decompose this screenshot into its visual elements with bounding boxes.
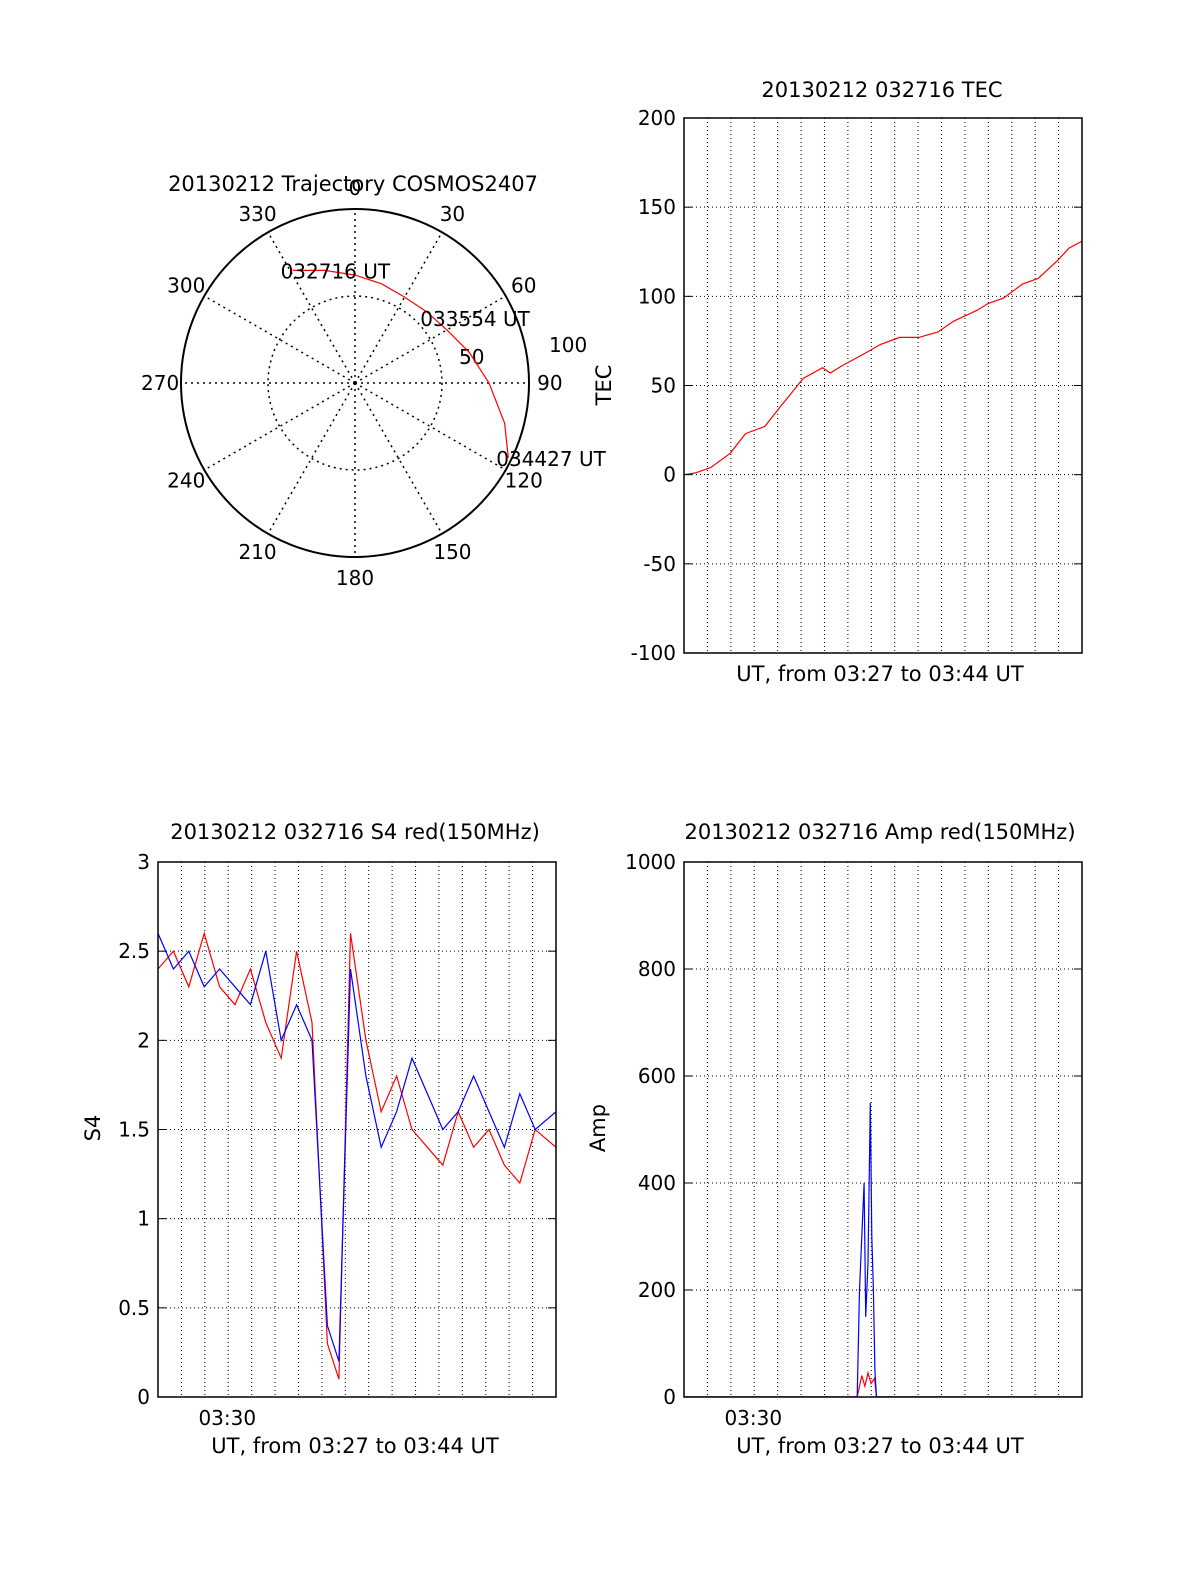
amp-ylabel: Amp bbox=[586, 1104, 610, 1152]
polar-spoke bbox=[267, 231, 356, 384]
amp-plot-area: 0 200 400 600 800 1000 03:30 bbox=[625, 850, 1083, 1430]
y-tick-label: 0 bbox=[137, 1385, 150, 1409]
amp-xlabel: UT, from 03:27 to 03:44 UT bbox=[736, 1434, 1024, 1458]
polar-angle-label: 60 bbox=[511, 274, 536, 298]
tec-plot-area: -100 -50 0 50 100 150 200 bbox=[631, 106, 1083, 665]
polar-angle-label: 210 bbox=[238, 540, 276, 564]
s4-xlabel: UT, from 03:27 to 03:44 UT bbox=[211, 1434, 499, 1458]
y-tick-label: 800 bbox=[638, 957, 676, 981]
series-line-0 bbox=[684, 1370, 1082, 1397]
series-line-0 bbox=[158, 931, 556, 1380]
polar-angle-label: 90 bbox=[537, 371, 562, 395]
s4-title: 20130212 032716 S4 red(150MHz) bbox=[170, 820, 540, 844]
polar-spoke bbox=[354, 382, 443, 535]
trajectory-time-label: 033554 UT bbox=[420, 307, 530, 331]
plot-frame bbox=[683, 117, 1083, 654]
y-tick-label: 50 bbox=[651, 374, 676, 398]
polar-angle-label: 330 bbox=[238, 202, 276, 226]
y-tick-label: 200 bbox=[638, 106, 676, 130]
amp-title: 20130212 032716 Amp red(150MHz) bbox=[684, 820, 1075, 844]
series-line-1 bbox=[684, 1102, 1082, 1397]
y-tick-label: 2 bbox=[137, 1028, 150, 1052]
polar-angle-label: 270 bbox=[141, 371, 179, 395]
polar-angle-label: 300 bbox=[167, 274, 205, 298]
y-tick-label: 150 bbox=[638, 195, 676, 219]
polar-series bbox=[292, 269, 509, 458]
polar-spoke bbox=[203, 382, 356, 471]
polar-spoke bbox=[354, 231, 443, 384]
amp-panel: 20130212 032716 Amp red(150MHz) UT, from… bbox=[586, 820, 1083, 1458]
polar-title: 20130212 Trajectory COSMOS2407 bbox=[168, 172, 538, 196]
y-tick-label: 0.5 bbox=[118, 1296, 150, 1320]
y-tick-label: -100 bbox=[631, 641, 676, 665]
polar-spoke bbox=[354, 382, 507, 471]
polar-angle-label: 120 bbox=[505, 468, 543, 492]
polar-angle-label: 150 bbox=[433, 540, 471, 564]
polar-annotations: 032716 UT 033554 UT 034427 UT bbox=[281, 259, 607, 470]
tec-title: 20130212 032716 TEC bbox=[761, 78, 1002, 102]
y-tick-label: 2.5 bbox=[118, 939, 150, 963]
tec-panel: 20130212 032716 TEC UT, from 03:27 to 03… bbox=[592, 78, 1083, 686]
polar-angle-label: 0 bbox=[349, 176, 362, 200]
polar-spoke bbox=[267, 382, 356, 535]
series-line-1 bbox=[158, 933, 556, 1362]
y-tick-label: 400 bbox=[638, 1171, 676, 1195]
series-group bbox=[158, 931, 556, 1380]
y-tick-label: 3 bbox=[137, 850, 150, 874]
y-tick-label: 200 bbox=[638, 1278, 676, 1302]
trajectory-polar-panel: 20130212 Trajectory COSMOS2407 0 30 60 90 12… bbox=[141, 172, 607, 590]
polar-grid bbox=[180, 208, 530, 558]
y-tick-label: 100 bbox=[638, 284, 676, 308]
polar-inner-circle bbox=[267, 295, 443, 471]
polar-radial-label: 100 bbox=[549, 333, 587, 357]
polar-angle-label: 240 bbox=[167, 468, 205, 492]
y-tick-label: -50 bbox=[643, 552, 676, 576]
y-tick-label: 1 bbox=[137, 1207, 150, 1231]
polar-outer-circle bbox=[180, 208, 530, 558]
s4-plot-area: 0 0.5 1 1.5 2 2.5 3 03:30 bbox=[118, 850, 557, 1430]
polar-angle-label: 30 bbox=[440, 202, 465, 226]
x-tick-label: 03:30 bbox=[724, 1406, 782, 1430]
polar-angle-label: 180 bbox=[336, 566, 374, 590]
series-group bbox=[684, 240, 1082, 476]
series-line-0 bbox=[684, 240, 1082, 476]
y-tick-label: 600 bbox=[638, 1064, 676, 1088]
tec-ylabel: TEC bbox=[592, 365, 616, 407]
trajectory-time-label: 034427 UT bbox=[496, 447, 606, 471]
plot-frame bbox=[683, 861, 1083, 1398]
series-group bbox=[684, 1102, 1082, 1397]
x-tick-label: 03:30 bbox=[198, 1406, 256, 1430]
y-tick-label: 0 bbox=[663, 463, 676, 487]
trajectory-line bbox=[292, 269, 509, 458]
y-tick-label: 0 bbox=[663, 1385, 676, 1409]
tec-xlabel: UT, from 03:27 to 03:44 UT bbox=[736, 662, 1024, 686]
polar-spoke bbox=[354, 295, 507, 384]
y-tick-label: 1000 bbox=[625, 850, 676, 874]
trajectory-time-label: 032716 UT bbox=[281, 259, 391, 283]
y-tick-label: 1.5 bbox=[118, 1118, 150, 1142]
polar-spoke bbox=[203, 295, 356, 384]
s4-panel: 20130212 032716 S4 red(150MHz) UT, from … bbox=[81, 820, 557, 1458]
s4-ylabel: S4 bbox=[81, 1115, 105, 1142]
